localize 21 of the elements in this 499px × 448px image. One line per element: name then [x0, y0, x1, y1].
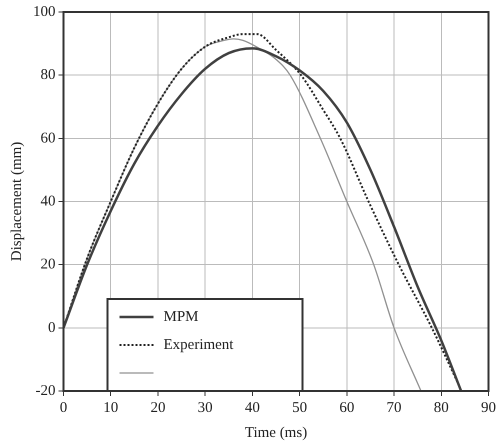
x-tick-label: 20 [150, 400, 166, 416]
y-tick-label: 60 [40, 130, 56, 146]
y-tick-label: -20 [36, 382, 56, 399]
y-tick-label: 40 [40, 193, 56, 210]
x-tick-label: 70 [386, 400, 402, 416]
x-tick-label: 10 [103, 400, 118, 416]
y-tick-label: 0 [48, 320, 56, 336]
y-tick-label: 100 [33, 4, 56, 20]
x-tick-label: 80 [434, 400, 449, 416]
y-axis-title: Displacement (mm) [8, 142, 25, 262]
x-tick-label: 40 [244, 400, 260, 416]
y-tick-label: 20 [40, 256, 56, 273]
x-tick-label: 30 [198, 400, 213, 416]
x-tick-label: 90 [481, 400, 496, 416]
y-tick-label: 80 [40, 67, 56, 84]
x-tick-label: 0 [60, 400, 68, 416]
x-axis-title: Time (ms) [244, 424, 308, 441]
legend-label: MPM [164, 308, 199, 325]
legend-label: Experiment [164, 336, 234, 353]
x-tick-label: 60 [339, 400, 354, 416]
x-tick-label: 50 [292, 400, 308, 416]
